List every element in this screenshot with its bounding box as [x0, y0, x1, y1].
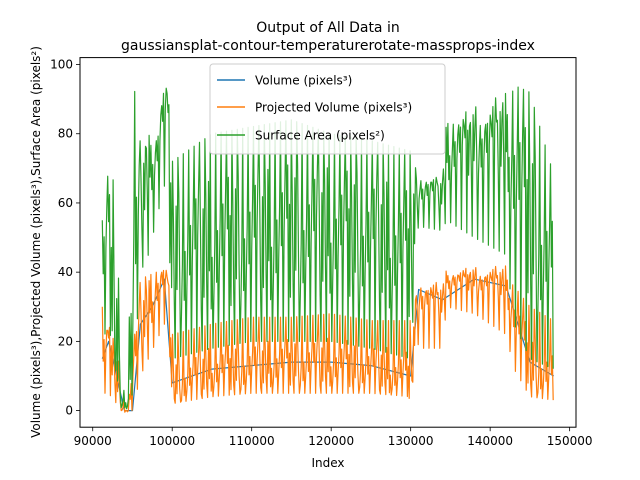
- x-tick-label: 100000: [149, 434, 195, 448]
- series-projected-volume-line: [101, 265, 554, 413]
- x-tick-label: 110000: [229, 434, 275, 448]
- legend-box: [209, 63, 446, 155]
- y-tick-label: 40: [58, 265, 73, 279]
- y-tick-label: 80: [58, 127, 73, 141]
- y-axis: 0 20 40 60 80 100: [50, 58, 80, 418]
- x-tick-label: 150000: [547, 434, 593, 448]
- x-tick-label: 130000: [388, 434, 434, 448]
- series-surface-area-line: [101, 86, 554, 410]
- plot-frame: [79, 57, 577, 428]
- y-tick-label: 100: [50, 58, 73, 72]
- y-tick-label: 60: [58, 196, 73, 210]
- legend-label-projected-volume: Projected Volume (pixels³): [255, 101, 412, 115]
- legend-label-surface-area: Surface Area (pixels²): [255, 129, 385, 143]
- y-axis-label: Volume (pixels³),Projected Volume (pixel…: [29, 46, 43, 438]
- x-axis: 90000 100000 110000 120000 130000 140000 15000…: [74, 427, 593, 448]
- x-tick-label: 90000: [74, 434, 112, 448]
- chart-title-line1: Output of All Data in: [256, 20, 399, 36]
- x-tick-label: 120000: [308, 434, 354, 448]
- y-tick-label: 0: [65, 404, 73, 418]
- legend: Volume (pixels³) Projected Volume (pixel…: [209, 63, 446, 155]
- series-layer: [101, 86, 555, 413]
- chart-title-line2: gaussiansplat-contour-temperaturerotate-…: [121, 38, 535, 54]
- y-tick-label: 20: [58, 334, 73, 348]
- x-axis-label: Index: [311, 456, 344, 470]
- x-tick-label: 140000: [467, 434, 513, 448]
- legend-label-volume: Volume (pixels³): [255, 74, 352, 88]
